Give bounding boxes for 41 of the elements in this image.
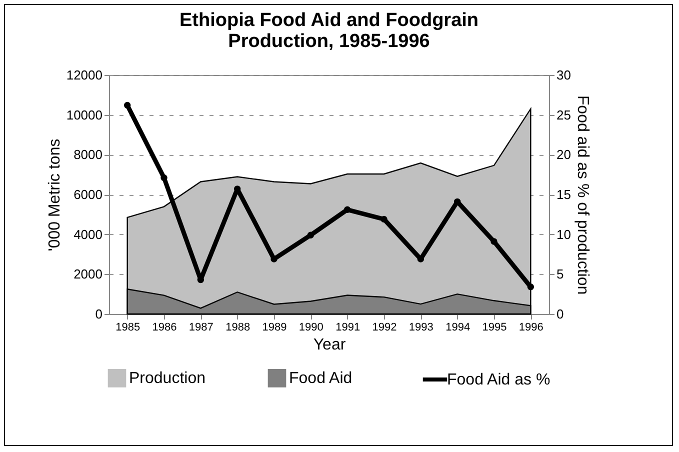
point [344, 206, 351, 213]
x-tick-label: 1987 [188, 322, 214, 334]
x-tick-label: 1990 [298, 322, 324, 334]
y-tick-label: 2000 [74, 266, 102, 282]
legend-label: Production [129, 370, 206, 388]
x-tick-label: 1988 [226, 322, 250, 334]
y-tick-label: 4000 [74, 226, 102, 242]
point [527, 284, 534, 290]
x-tick-label: 1992 [372, 322, 397, 334]
y2-axis-title: Food aid as % of production [574, 95, 591, 295]
y2-tick-label: 10 [556, 226, 571, 242]
y-tick-label: 10000 [66, 107, 102, 122]
chart-title: Ethiopia Food Aid and Foodgrain Production, 1985-1996 [179, 10, 479, 52]
y-tick-label: 6000 [74, 187, 102, 202]
x-tick-label: 1996 [518, 322, 544, 334]
y2-tick-label: 20 [556, 147, 571, 162]
x-tick-label: 1994 [446, 322, 470, 334]
y2-tick-label: 0 [556, 306, 564, 322]
x-tick-label: 1993 [408, 322, 434, 334]
y-axis-title: '000 Metric tons [46, 138, 64, 252]
y2-tick-label: 5 [556, 266, 564, 282]
point [380, 216, 388, 223]
point [490, 238, 498, 245]
x-tick-label: 1989 [262, 322, 287, 334]
y2-tick-label: 30 [556, 68, 571, 82]
point [307, 232, 314, 238]
y-tick-label: 8000 [74, 147, 102, 162]
x-tick-label: 1985 [116, 322, 140, 334]
legend-label: Food Aid [289, 370, 352, 388]
x-tick-label: 1986 [152, 322, 177, 334]
x-tick-label: 1995 [482, 322, 507, 334]
y2-tick-label: 15 [556, 187, 571, 202]
y-tick-label: 0 [95, 306, 102, 322]
point [124, 102, 131, 109]
point [270, 256, 278, 262]
x-axis-title: Year [313, 336, 346, 354]
y2-tick-label: 25 [556, 107, 571, 122]
legend-label: Food Aid as % [447, 372, 550, 388]
y-tick-label: 12000 [66, 68, 102, 82]
x-tick-label: 1991 [336, 322, 360, 334]
point [160, 174, 168, 182]
